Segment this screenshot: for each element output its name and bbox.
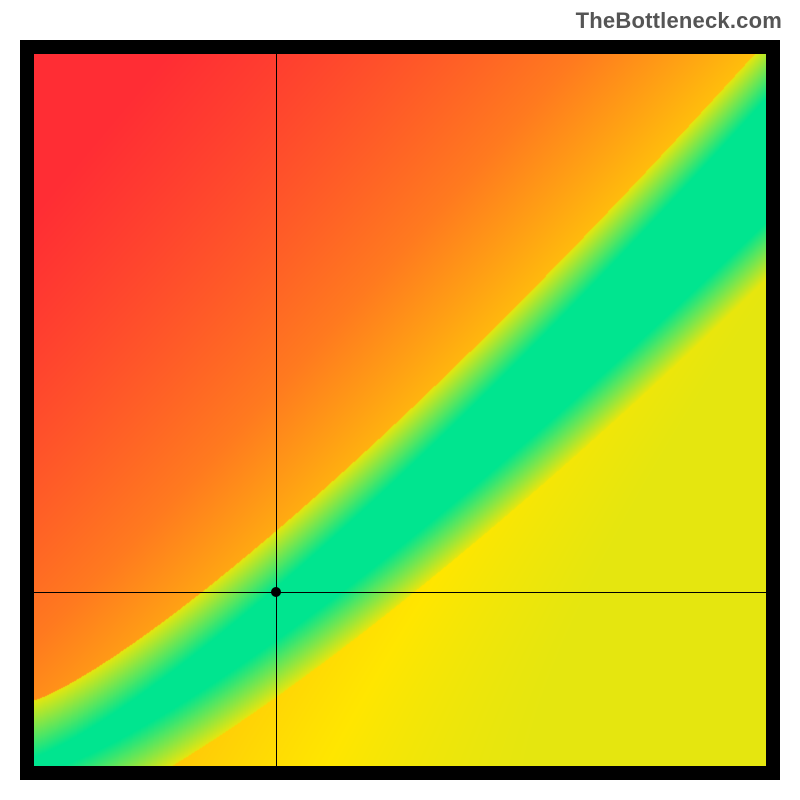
plot-area	[34, 54, 766, 766]
heatmap-canvas	[34, 54, 766, 766]
watermark-text: TheBottleneck.com	[576, 8, 782, 34]
crosshair-dot	[271, 587, 281, 597]
chart-container: TheBottleneck.com	[0, 0, 800, 800]
plot-border	[20, 40, 780, 780]
crosshair-horizontal	[34, 592, 766, 593]
crosshair-vertical	[276, 54, 277, 766]
